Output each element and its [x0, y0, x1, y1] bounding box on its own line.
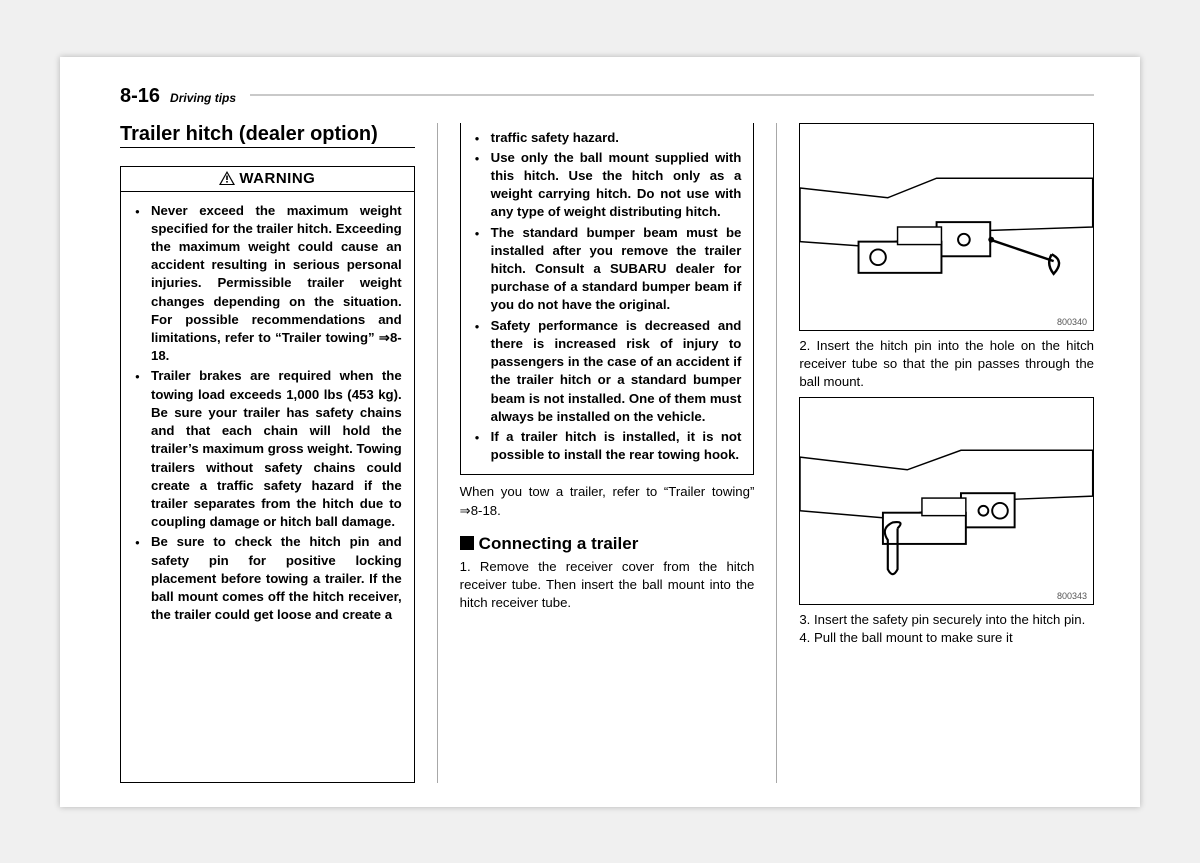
step-text: 1. Remove the receiver cover from the hi…: [460, 558, 755, 613]
manual-page: 8-16 Driving tips Trailer hitch (dealer …: [60, 57, 1140, 807]
warning-box-col2: traffic safety hazard. Use only the ball…: [460, 123, 755, 476]
figure-1: 800340: [799, 123, 1094, 331]
column-3: 800340 2. Insert the hitch pin into the …: [799, 123, 1094, 783]
warning-list-b: traffic safety hazard. Use only the ball…: [473, 129, 742, 465]
header-rule: [250, 94, 1094, 96]
subhead-text: Connecting a trailer: [479, 534, 639, 553]
step-text: 4. Pull the ball mount to make sure it: [799, 629, 1094, 647]
chapter-title: Driving tips: [170, 91, 236, 105]
figure-2: 800343: [799, 397, 1094, 605]
warning-item: Safety performance is decreased and ther…: [473, 317, 742, 426]
figure-number: 800340: [1057, 317, 1087, 327]
page-header: 8-16 Driving tips: [120, 85, 1094, 115]
warning-item: The standard bumper beam must be install…: [473, 224, 742, 315]
warning-cont-text: traffic safety hazard.: [491, 130, 619, 145]
warning-item: If a trailer hitch is installed, it is n…: [473, 428, 742, 464]
step-text: 3. Insert the safety pin securely into t…: [799, 611, 1094, 629]
figure-number: 800343: [1057, 591, 1087, 601]
warning-item: Be sure to check the hitch pin and safet…: [133, 533, 402, 624]
warning-list-a: Never exceed the maximum weight specifie…: [133, 202, 402, 625]
column-2: traffic safety hazard. Use only the ball…: [460, 123, 755, 783]
black-square-icon: [460, 536, 474, 550]
column-separator: [776, 123, 777, 783]
warning-label: WARNING: [239, 170, 315, 187]
warning-box-col1: WARNING Never exceed the maximum weight …: [120, 166, 415, 783]
section-title: Trailer hitch (dealer option): [120, 123, 415, 148]
warning-item: Never exceed the maximum weight specifie…: [133, 202, 402, 366]
safety-pin-diagram-icon: [800, 398, 1093, 604]
warning-continuation: traffic safety hazard.: [473, 129, 742, 147]
page-number: 8-16: [120, 85, 160, 108]
warning-body-col1: Never exceed the maximum weight specifie…: [121, 192, 414, 633]
columns-container: Trailer hitch (dealer option) WARNING: [120, 123, 1094, 783]
warning-item: Trailer brakes are required when the tow…: [133, 367, 402, 531]
subsection-heading: Connecting a trailer: [460, 534, 755, 554]
warning-triangle-icon: [219, 171, 235, 189]
column-1: Trailer hitch (dealer option) WARNING: [120, 123, 415, 783]
step-text: 2. Insert the hitch pin into the hole on…: [799, 337, 1094, 392]
column-separator: [437, 123, 438, 783]
hitch-pin-diagram-icon: [800, 124, 1093, 330]
body-paragraph: When you tow a trailer, refer to “Traile…: [460, 483, 755, 519]
warning-header: WARNING: [121, 167, 414, 192]
warning-item: Use only the ball mount supplied with th…: [473, 149, 742, 222]
